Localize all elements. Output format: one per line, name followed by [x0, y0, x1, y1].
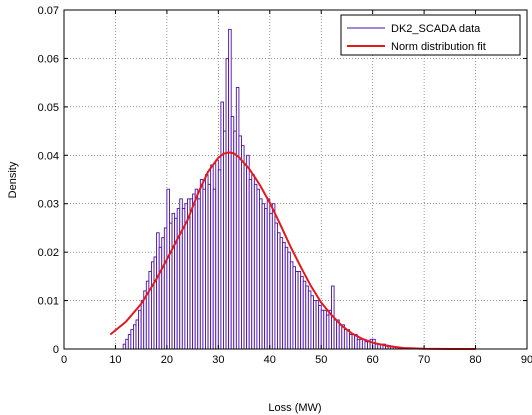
x-tick-label: 30: [212, 354, 224, 366]
y-tick-label: 0.07: [38, 5, 59, 17]
y-tick-label: 0.02: [38, 247, 59, 259]
y-axis-label: Density: [7, 161, 19, 198]
y-tick-label: 0.06: [38, 53, 59, 65]
plot-frame: [63, 9, 528, 350]
x-axis-label: Loss (MW): [268, 402, 321, 414]
x-tick-label: 40: [264, 354, 276, 366]
y-tick-label: 0.01: [38, 296, 59, 308]
legend: DK2_SCADA data Norm distribution fit: [340, 14, 521, 56]
x-tick-label: 60: [367, 354, 379, 366]
y-tick-label: 0.05: [38, 102, 59, 114]
x-tick-label: 70: [418, 354, 430, 366]
x-axis-ticks: 0 10 20 30 40 50 60 70 80 90: [61, 10, 532, 366]
legend-box: [340, 14, 521, 56]
y-axis-ticks: 0 0.01 0.02 0.03 0.04 0.05 0.06 0.07: [38, 5, 527, 356]
y-tick-label: 0: [53, 344, 59, 356]
x-tick-label: 0: [61, 354, 67, 366]
x-tick-label: 20: [161, 354, 173, 366]
x-tick-label: 90: [521, 354, 532, 366]
norm-fit-line: [109, 151, 476, 350]
x-tick-label: 50: [315, 354, 327, 366]
fit-line-layer: [109, 151, 476, 350]
legend-label-histogram: DK2_SCADA data: [391, 23, 481, 35]
x-tick-label: 80: [469, 354, 481, 366]
x-tick-label: 10: [109, 354, 121, 366]
y-tick-label: 0.04: [38, 150, 59, 162]
legend-label-fit: Norm distribution fit: [391, 41, 486, 53]
y-tick-label: 0.03: [38, 199, 59, 211]
